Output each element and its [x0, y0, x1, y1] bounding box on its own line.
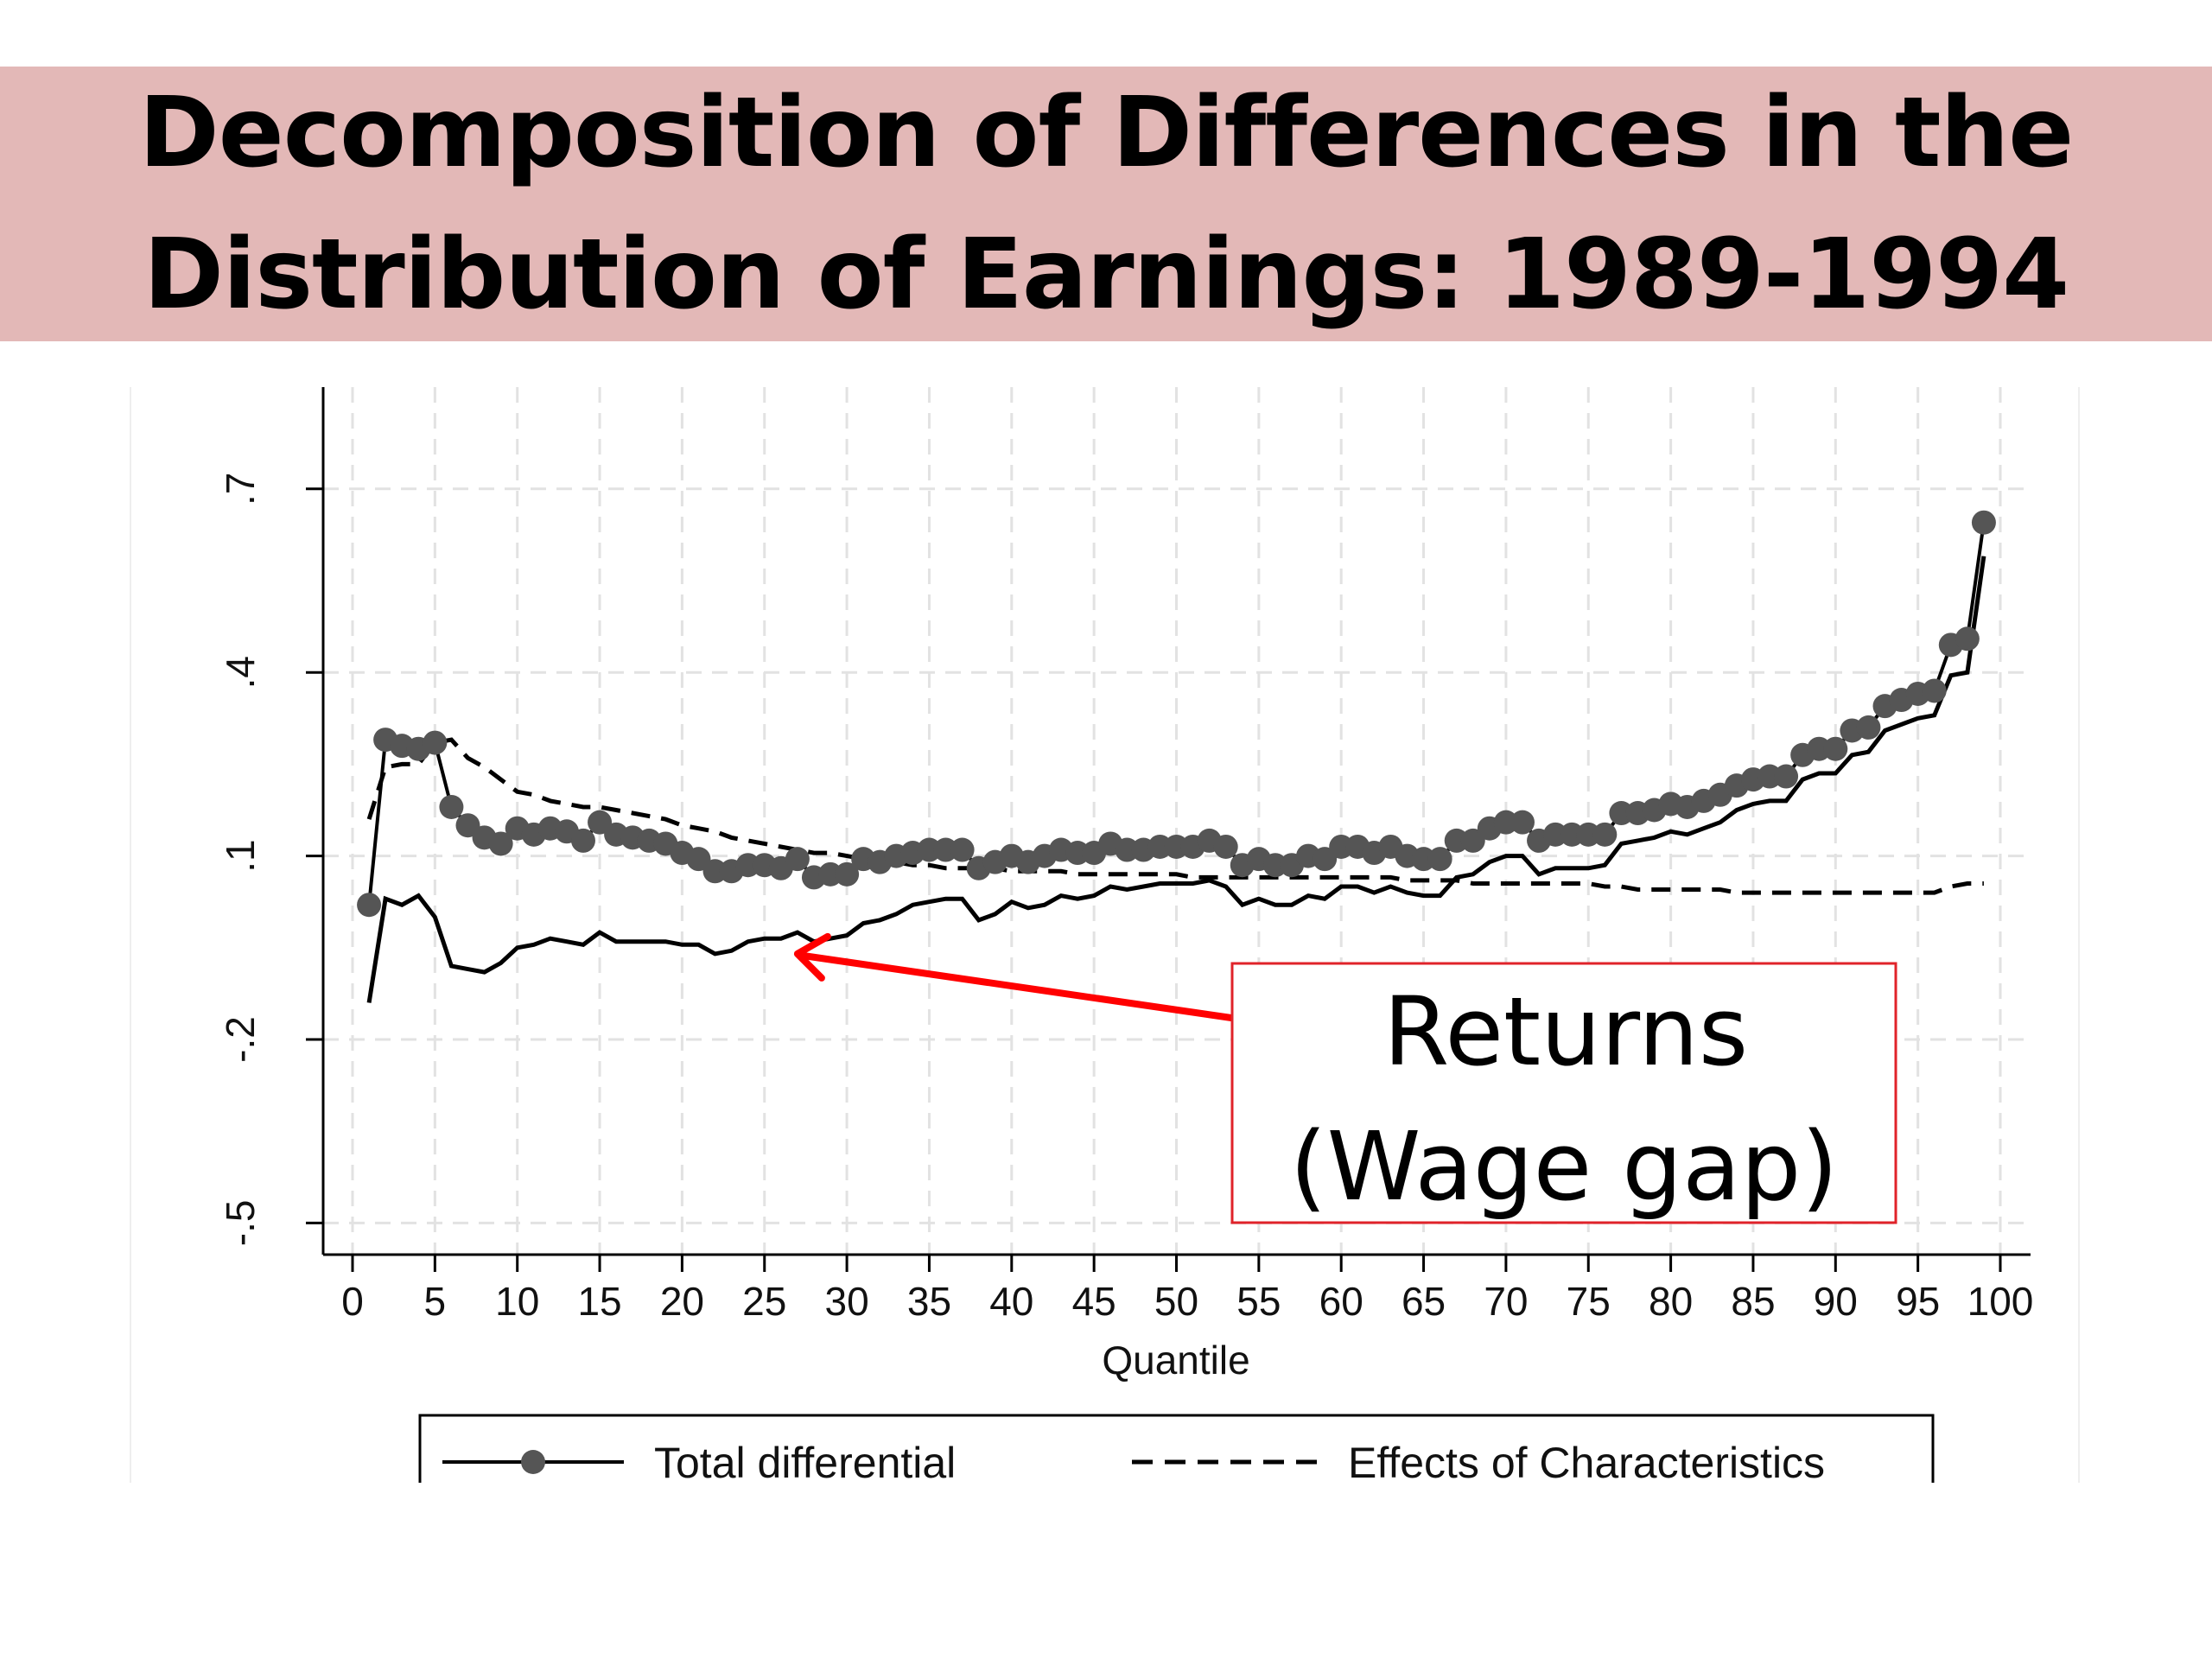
legend-frame — [418, 1414, 1935, 1483]
total-differential-point — [357, 893, 382, 918]
annotation-line-1: Returns — [1383, 976, 1748, 1087]
x-tick-label: 75 — [1567, 1279, 1611, 1324]
annotation-line-2: (Wage gap) — [1290, 1111, 1839, 1222]
series-effects-of-characteristics-line — [366, 737, 1984, 895]
x-tick-label: 10 — [495, 1279, 539, 1324]
x-tick-label: 80 — [1649, 1279, 1693, 1324]
total-differential-point — [835, 861, 860, 887]
x-tick-label: 50 — [1154, 1279, 1198, 1324]
x-tick-label: 25 — [742, 1279, 786, 1324]
chart-panel-left-edge — [130, 387, 131, 1483]
x-tick-label: 65 — [1402, 1279, 1446, 1324]
total-differential-point — [1592, 822, 1618, 847]
total-differential-point — [1774, 764, 1799, 789]
legend: Total differential Effects of Characteris… — [418, 1414, 1935, 1487]
x-tick-label: 15 — [577, 1279, 621, 1324]
total-differential-point — [1955, 626, 1980, 652]
legend-label-effects-of-characteristics: Effects of Characteristics — [1348, 1439, 1825, 1487]
total-differential-point — [686, 847, 711, 872]
total-differential-point — [1856, 715, 1881, 740]
slide-title-line-2: Distribution of Earnings: 1989-1994 — [143, 219, 2069, 331]
y-tick-label: -.2 — [218, 1016, 263, 1063]
legend-total-marker-icon — [521, 1450, 545, 1474]
annotation-arrowhead-icon — [793, 932, 831, 982]
x-tick-label: 55 — [1236, 1279, 1281, 1324]
series-returns-line — [366, 556, 1986, 1003]
x-axis-label: Quantile — [1102, 1338, 1249, 1382]
x-tick-label: 0 — [341, 1279, 364, 1324]
total-differential-point — [1922, 678, 1947, 703]
series-group — [357, 510, 1996, 1003]
total-differential-point — [439, 794, 464, 819]
total-differential-point — [1971, 510, 1996, 535]
total-differential-point — [1213, 834, 1238, 859]
slide-title-line-1: Decomposition of Differences in the — [138, 77, 2074, 189]
x-tick-label: 30 — [825, 1279, 869, 1324]
total-differential-point — [588, 810, 613, 835]
legend-label-total-differential: Total differential — [654, 1439, 956, 1487]
annotation-arrow-line — [798, 951, 1235, 1021]
y-axis-ticks: -.5 -.2 .1 .4 .7 — [218, 473, 323, 1247]
x-tick-label: 45 — [1072, 1279, 1116, 1324]
x-tick-label: 90 — [1814, 1279, 1858, 1324]
total-differential-point — [785, 847, 810, 872]
total-differential-point — [1313, 847, 1338, 872]
total-differential-point — [1510, 810, 1535, 835]
x-tick-label: 60 — [1319, 1279, 1363, 1324]
x-tick-label: 85 — [1731, 1279, 1775, 1324]
x-axis-ticks: 0 5 10 15 20 25 30 35 40 45 50 55 60 65 70 75 80 85 90 95 10… — [341, 1255, 2033, 1324]
x-tick-label: 70 — [1484, 1279, 1528, 1324]
total-differential-point — [1427, 847, 1452, 872]
total-differential-point — [423, 730, 448, 755]
annotation-box — [1230, 962, 1897, 1224]
chart-panel-right-edge — [2078, 387, 2080, 1483]
total-differential-point — [488, 831, 513, 856]
x-tick-label: 100 — [1967, 1279, 2034, 1324]
annotation-group: Returns (Wage gap) — [793, 932, 1897, 1224]
y-tick-label: .7 — [218, 473, 263, 505]
x-tick-label: 5 — [424, 1279, 447, 1324]
y-tick-label: .1 — [218, 839, 263, 872]
x-tick-label: 35 — [907, 1279, 951, 1324]
grid-lines — [323, 387, 2031, 1255]
total-differential-point — [1460, 828, 1485, 853]
total-differential-point — [950, 837, 975, 862]
y-tick-label: -.5 — [218, 1200, 263, 1247]
total-differential-point — [1823, 736, 1848, 761]
x-tick-label: 20 — [660, 1279, 704, 1324]
total-differential-point — [570, 828, 595, 853]
title-banner: Decomposition of Differences in the Dist… — [0, 67, 2212, 341]
total-differential-point — [455, 813, 480, 838]
x-tick-label: 40 — [989, 1279, 1033, 1324]
x-tick-label: 95 — [1896, 1279, 1940, 1324]
y-tick-label: .4 — [218, 656, 263, 689]
